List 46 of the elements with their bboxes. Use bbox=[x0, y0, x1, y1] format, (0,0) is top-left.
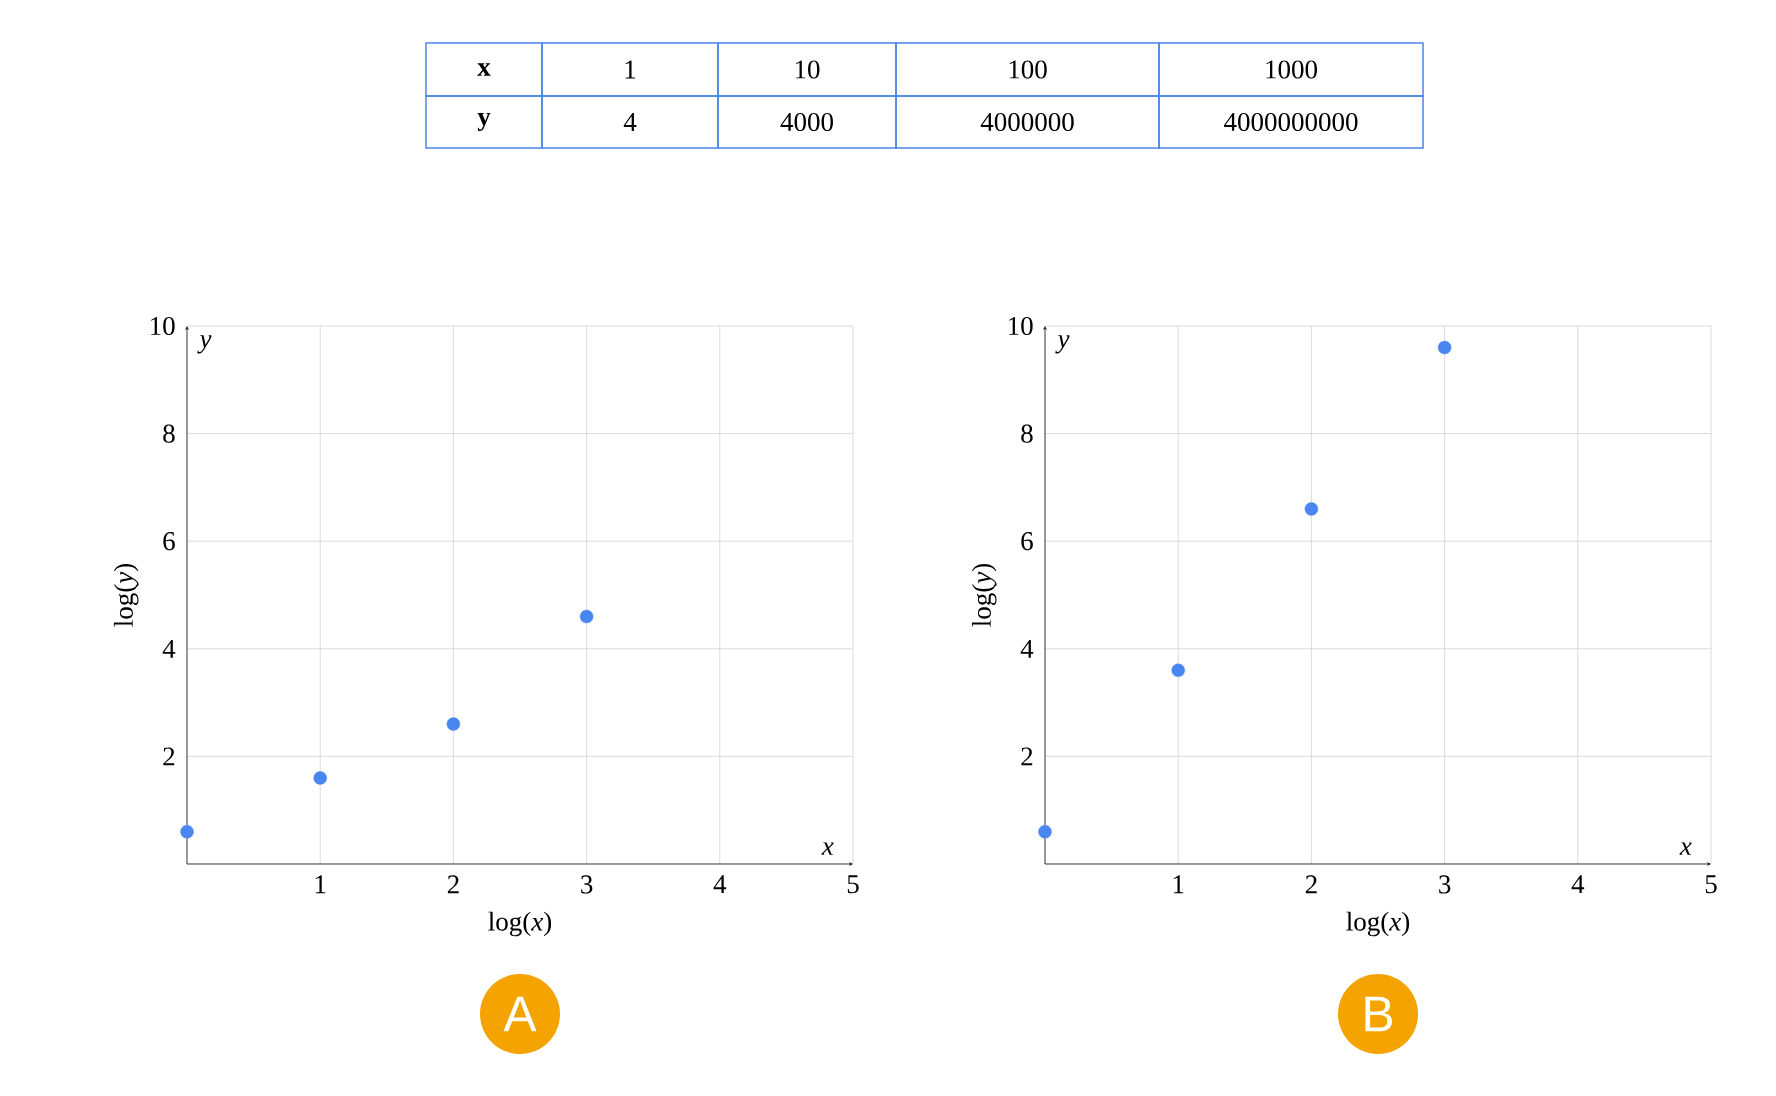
annotation: y bbox=[1055, 335, 1070, 354]
x-axis-title: log(x) bbox=[1346, 911, 1410, 937]
text: 10 bbox=[795, 60, 820, 79]
text: 1000 bbox=[1266, 60, 1317, 79]
point bbox=[313, 771, 327, 785]
x-tick-label: 3 bbox=[1439, 875, 1451, 894]
y-tick-label: 2 bbox=[163, 747, 175, 766]
text: x bbox=[477, 63, 491, 76]
x-tick-label: 5 bbox=[847, 875, 859, 894]
y-tick-label: 6 bbox=[1021, 532, 1033, 551]
y-tick-label: 10 bbox=[1009, 316, 1033, 336]
point bbox=[1038, 825, 1052, 839]
y-tick-label: 8 bbox=[163, 424, 175, 443]
y-tick-label: 10 bbox=[151, 316, 175, 336]
annotation: y bbox=[197, 335, 212, 354]
x-axis-title: log(x) bbox=[488, 911, 552, 937]
point bbox=[446, 717, 461, 731]
y-tick-label: 2 bbox=[1021, 747, 1033, 766]
point bbox=[1437, 340, 1452, 355]
x-tick-label: 2 bbox=[1305, 875, 1317, 894]
y-tick-label: 6 bbox=[163, 532, 175, 551]
y-tick-label: 4 bbox=[1020, 639, 1034, 658]
y-tick-label: 4 bbox=[162, 639, 176, 658]
text: 4000000000 bbox=[1224, 112, 1358, 132]
x-tick-label: 4 bbox=[713, 875, 727, 894]
annotation: x bbox=[1679, 842, 1692, 855]
x-tick-label: 3 bbox=[581, 875, 593, 894]
text: 4000000 bbox=[980, 112, 1074, 132]
text: 100 bbox=[1009, 60, 1047, 79]
text: 1 bbox=[625, 60, 636, 79]
x-tick-label: 1 bbox=[315, 875, 326, 894]
x-tick-label: 4 bbox=[1571, 875, 1585, 894]
point bbox=[180, 825, 194, 839]
x-tick-label: 1 bbox=[1173, 875, 1184, 894]
text: A bbox=[503, 996, 537, 1032]
x-tick-label: 2 bbox=[447, 875, 459, 894]
text: 4000 bbox=[780, 112, 833, 132]
text: y bbox=[477, 112, 491, 132]
y-tick-label: 8 bbox=[1021, 424, 1033, 443]
annotation: x bbox=[821, 842, 834, 855]
text: B bbox=[1365, 996, 1393, 1032]
x-tick-label: 5 bbox=[1705, 875, 1717, 894]
text: 4 bbox=[623, 113, 637, 131]
point bbox=[1304, 502, 1319, 516]
point bbox=[1171, 663, 1185, 678]
point bbox=[579, 609, 594, 624]
